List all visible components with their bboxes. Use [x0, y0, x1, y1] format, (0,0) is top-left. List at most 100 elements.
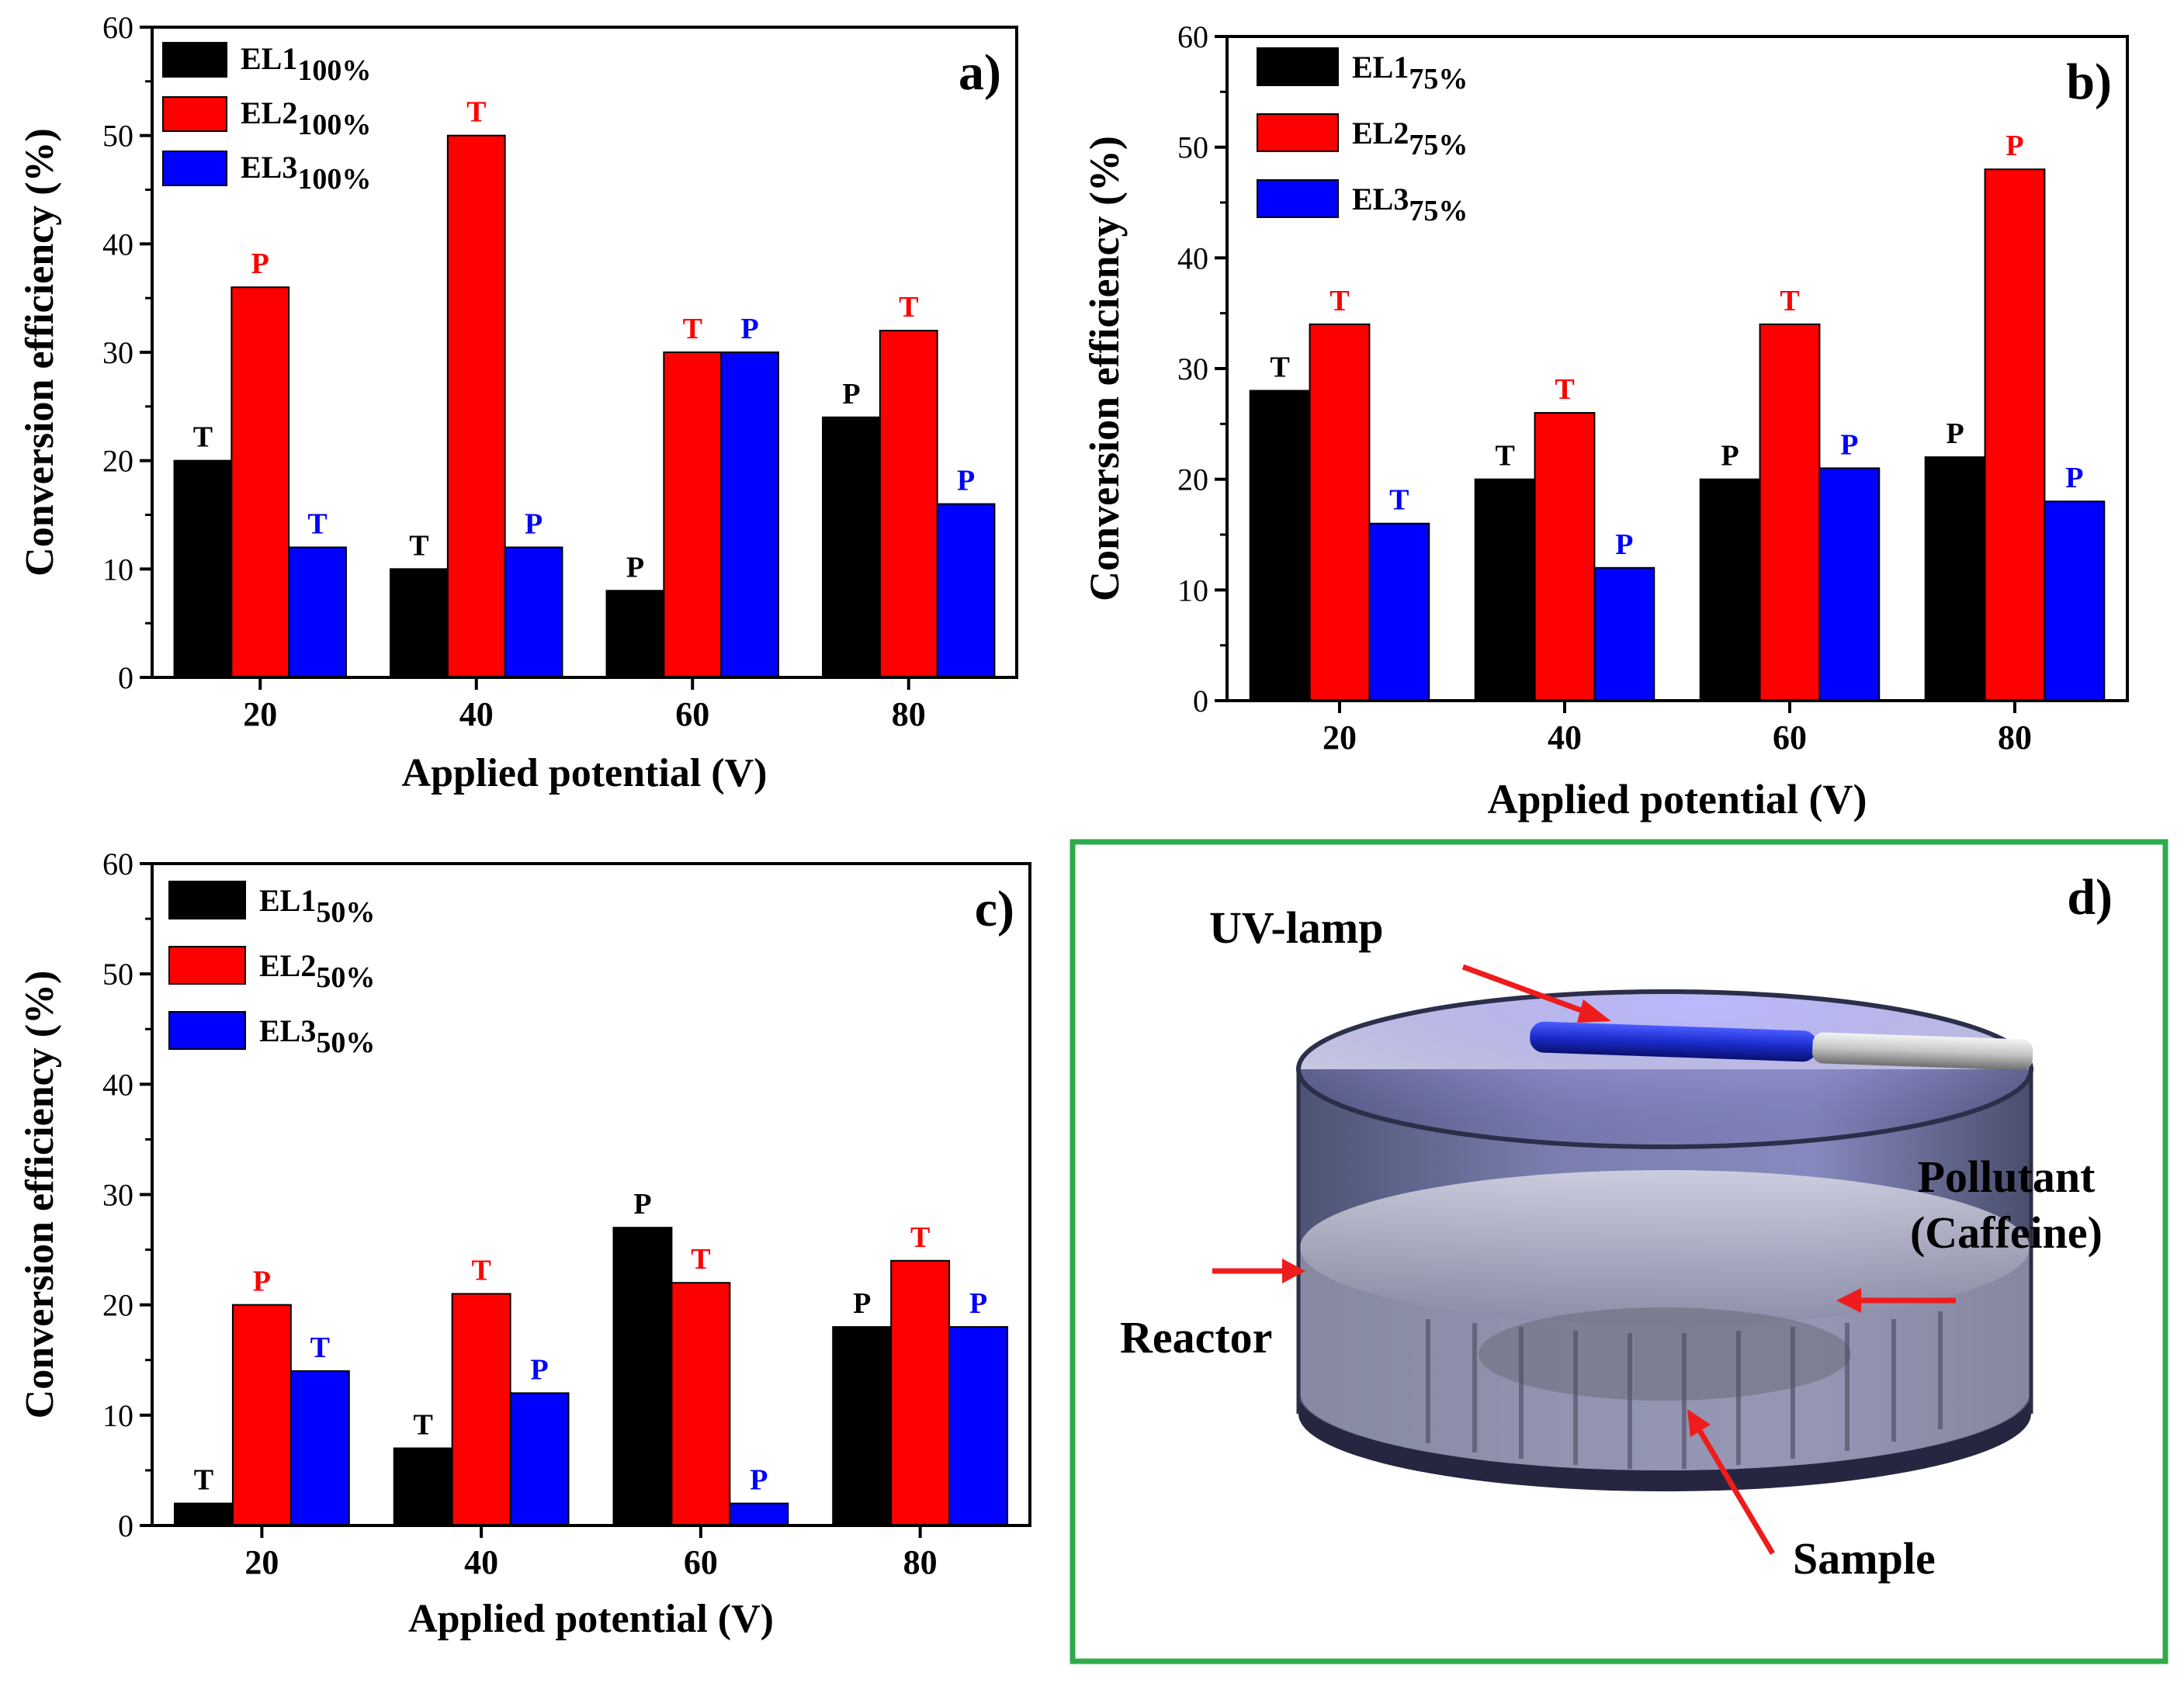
legend-label-el2: EL250% — [259, 948, 375, 994]
bar-marker-el1-40: T — [409, 529, 428, 562]
bar-el3-80 — [2044, 500, 2106, 701]
y-tick-label: 40 — [102, 227, 133, 261]
bar-marker-el2-40: T — [466, 96, 486, 129]
bar-el2-40 — [446, 134, 506, 678]
uv-lamp-tube — [1530, 1021, 2033, 1071]
bar-el3-60 — [720, 351, 779, 678]
chart-c: T T P P P T T T T P P P 0 10 20 30 40 50 60 20 40 60 80 Applied… — [18, 847, 1031, 1641]
bar-el3-60 — [1818, 467, 1881, 702]
x-tick-label: 60 — [1773, 719, 1807, 757]
bar-el3-20 — [289, 1370, 350, 1527]
label-reactor: Reactor — [1120, 1312, 1272, 1363]
y-tick-label: 40 — [1177, 241, 1208, 275]
bar-marker-el1-40: T — [1495, 440, 1514, 473]
y-tick-label: 50 — [102, 119, 133, 154]
bar-marker-el3-60: P — [750, 1464, 768, 1497]
y-tick-label: 50 — [102, 957, 133, 992]
reactor-vessel — [1296, 989, 2033, 1491]
bar-marker-el3-80: P — [969, 1287, 987, 1320]
bar-marker-el2-40: T — [1555, 373, 1574, 406]
bar-el1-40 — [390, 568, 449, 678]
legend-swatch-el2 — [162, 96, 227, 132]
x-axis-label: Applied potential (V) — [402, 751, 768, 795]
bar-el2-40 — [451, 1293, 511, 1526]
legend-label-el3: EL375% — [1352, 182, 1468, 227]
label-pollutant: Pollutant — [1918, 1151, 2096, 1202]
bar-marker-el1-20: T — [193, 421, 213, 454]
bar-marker-el3-40: P — [525, 507, 543, 540]
legend-label-el2: EL2100% — [241, 95, 371, 141]
panel-label-d: d) — [2067, 869, 2113, 926]
bar-marker-el3-20: T — [310, 1332, 330, 1364]
bar-marker-el2-60: T — [1780, 285, 1799, 317]
bar-marker-el1-80: P — [853, 1287, 871, 1320]
bar-marker-el2-80: P — [2005, 130, 2023, 162]
bar-marker-el2-80: T — [910, 1221, 930, 1254]
bar-el1-80 — [822, 416, 881, 678]
bar-marker-el2-20: P — [253, 1266, 271, 1298]
bar-el2-40 — [1534, 412, 1596, 701]
y-tick-label: 10 — [1177, 573, 1208, 608]
bar-el3-80 — [948, 1326, 1009, 1526]
bar-el2-20 — [231, 286, 290, 678]
y-tick-label: 30 — [102, 335, 133, 370]
x-tick-label: 20 — [244, 1543, 279, 1581]
x-tick-label: 40 — [1548, 719, 1582, 757]
bar-marker-el2-60: T — [683, 313, 702, 345]
y-tick-label: 30 — [1177, 351, 1208, 386]
bar-el2-80 — [879, 330, 938, 678]
x-tick-label: 80 — [903, 1543, 938, 1581]
bar-el1-20 — [173, 459, 233, 679]
y-tick-label: 20 — [102, 1288, 133, 1323]
bar-el1-40 — [393, 1447, 453, 1526]
bar-marker-el1-20: T — [194, 1464, 213, 1497]
x-tick-label: 40 — [459, 695, 494, 733]
bar-marker-el1-80: P — [1947, 417, 1964, 450]
bar-marker-el2-20: P — [251, 248, 269, 280]
bar-marker-el1-20: T — [1270, 351, 1289, 384]
chart-b: T T P P T T T P T P P P 0 10 20 30 40 50 60 20 40 60 80 Applied… — [1081, 19, 2129, 822]
bar-el3-40 — [509, 1392, 570, 1527]
bar-el2-60 — [663, 351, 723, 678]
chart-a: T T P P P T T T T P P P 0 10 20 30 40 50 60 20 40 60 80 Applied… — [18, 10, 1018, 795]
x-tick-label: 60 — [684, 1543, 718, 1581]
y-tick-label: 60 — [102, 847, 133, 881]
legend-swatch-el2 — [168, 946, 246, 985]
legend-swatch-el1 — [1257, 47, 1339, 86]
bar-el1-40 — [1474, 478, 1536, 702]
legend-swatch-el2 — [1257, 113, 1339, 152]
bar-marker-el3-60: P — [1840, 428, 1858, 461]
y-tick-label: 0 — [1193, 684, 1208, 719]
bar-marker-el3-20: T — [1389, 484, 1409, 517]
y-tick-label: 50 — [1177, 130, 1208, 165]
legend-swatch-el3 — [162, 151, 227, 186]
bar-el3-20 — [1368, 522, 1430, 701]
reactor-diagram: d) — [1069, 839, 2168, 1664]
bar-marker-el2-40: T — [471, 1254, 491, 1286]
bar-el1-20 — [173, 1502, 234, 1526]
legend-label-el3: EL3100% — [241, 150, 371, 196]
bar-el3-40 — [1593, 566, 1655, 701]
y-tick-label: 20 — [102, 444, 133, 479]
bar-el2-80 — [1984, 168, 2046, 701]
y-tick-label: 0 — [118, 1508, 133, 1543]
x-tick-label: 60 — [675, 695, 709, 733]
legend-label-el3: EL350% — [259, 1013, 375, 1059]
bar-el2-60 — [1759, 323, 1821, 701]
x-tick-label: 20 — [1323, 719, 1357, 757]
bar-el1-60 — [605, 590, 665, 678]
bar-marker-el3-60: P — [740, 313, 758, 345]
bar-el1-60 — [612, 1227, 673, 1527]
legend-label-el1: EL150% — [259, 883, 375, 929]
bar-el1-60 — [1699, 478, 1761, 702]
x-axis-label: Applied potential (V) — [408, 1597, 774, 1641]
bar-el1-20 — [1249, 390, 1311, 701]
bar-marker-el1-60: P — [626, 551, 644, 584]
bar-marker-el3-80: P — [2065, 462, 2083, 494]
bar-el3-40 — [504, 546, 563, 679]
y-tick-label: 20 — [1177, 462, 1208, 497]
label-sample: Sample — [1793, 1533, 1936, 1584]
y-tick-label: 0 — [118, 660, 133, 695]
x-tick-label: 40 — [464, 1543, 498, 1581]
legend-swatch-el3 — [1257, 179, 1339, 218]
